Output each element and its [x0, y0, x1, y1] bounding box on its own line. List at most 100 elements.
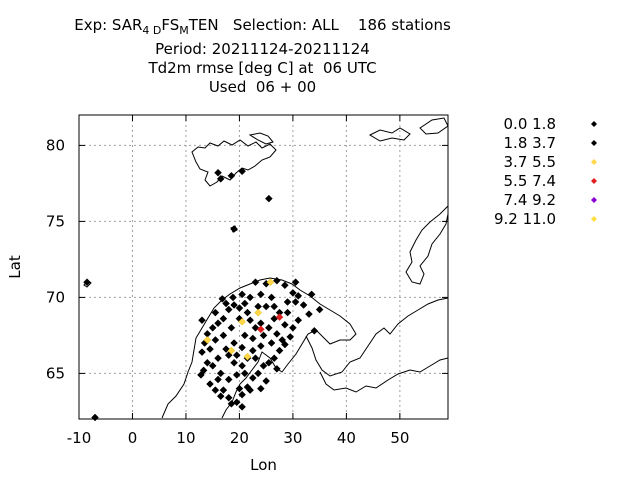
station-point	[203, 358, 212, 367]
station-point	[208, 361, 217, 370]
station-point	[214, 168, 222, 177]
station-point	[198, 316, 206, 325]
x-tick-label: 0	[128, 429, 138, 447]
station-point	[203, 336, 212, 344]
station-point	[251, 278, 260, 287]
x-tick-label: 50	[390, 429, 409, 447]
legend-marker	[591, 216, 597, 222]
station-point	[230, 225, 238, 233]
station-point	[259, 361, 268, 370]
station-point	[227, 323, 236, 332]
station-point	[254, 308, 263, 317]
legend-label: 5.5 7.4	[504, 172, 556, 190]
station-point	[291, 278, 300, 287]
station-point	[240, 369, 249, 378]
scandinavia-coast	[161, 277, 357, 419]
station-point	[243, 308, 252, 317]
x-tick-label: 30	[283, 429, 302, 447]
legend-marker	[591, 140, 597, 146]
station-point	[232, 351, 241, 360]
station-point	[238, 390, 246, 399]
station-point	[232, 371, 241, 379]
station-point	[211, 336, 220, 344]
station-point	[219, 314, 228, 323]
station-point	[211, 386, 220, 394]
station-point	[315, 305, 324, 314]
station-point	[262, 377, 271, 385]
station-point	[305, 310, 313, 318]
station-point	[243, 352, 252, 361]
station-point	[256, 290, 265, 299]
station-point	[83, 278, 91, 287]
station-point	[198, 348, 206, 356]
station-point	[238, 402, 246, 411]
station-point	[230, 339, 238, 347]
station-point	[235, 384, 244, 393]
station-point	[256, 325, 265, 334]
station-point	[273, 330, 281, 338]
station-point	[278, 336, 287, 344]
station-point	[235, 304, 244, 312]
station-point	[214, 319, 222, 328]
axis-ticks: -10 0 10 20 30 40 50 65 70 75 80	[46, 115, 448, 447]
station-point	[216, 392, 225, 401]
y-axis-label: Lat	[6, 255, 24, 279]
station-point	[248, 346, 257, 355]
station-point	[289, 288, 297, 297]
station-point	[214, 354, 222, 363]
y-tick-label: 70	[46, 288, 65, 306]
station-point	[211, 308, 220, 317]
station-point	[238, 317, 246, 326]
station-point	[264, 323, 273, 332]
y-tick-label: 80	[46, 136, 65, 154]
station-point	[294, 292, 303, 300]
station-point	[262, 302, 271, 311]
station-point	[238, 290, 246, 299]
legend: 0.0 1.81.8 3.73.7 5.55.5 7.47.4 9.29.2 1…	[494, 115, 597, 228]
station-point	[216, 174, 225, 183]
legend-label: 0.0 1.8	[504, 115, 556, 133]
station-point	[240, 299, 249, 308]
station-point	[299, 301, 308, 309]
legend-marker	[591, 197, 597, 203]
x-tick-label: 20	[230, 429, 249, 447]
station-point	[270, 302, 279, 311]
station-point	[240, 331, 249, 340]
station-point	[230, 358, 238, 367]
station-point	[227, 399, 236, 408]
station-point	[229, 293, 237, 302]
legend-label: 9.2 11.0	[494, 210, 556, 228]
station-point	[264, 194, 273, 203]
station-point	[246, 293, 254, 302]
station-point	[275, 346, 284, 355]
station-point	[222, 299, 230, 308]
station-point	[291, 298, 300, 306]
grid	[79, 115, 448, 419]
legend-marker	[591, 178, 597, 184]
station-point	[227, 171, 236, 180]
station-point	[219, 331, 228, 340]
svalbard-east-coast	[248, 132, 274, 145]
chart-header: Exp: SAR4 DFSMTEN Selection: ALL 186 sta…	[0, 16, 525, 97]
legend-label: 7.4 9.2	[504, 191, 556, 209]
plot-frame	[78, 114, 449, 420]
x-tick-label: 40	[337, 429, 356, 447]
station-point	[289, 323, 297, 332]
station-point	[227, 346, 236, 355]
used-line: Used 06 + 00	[208, 78, 317, 96]
period-line: Period: 20211124-20211124	[155, 40, 370, 58]
y-tick-label: 75	[46, 212, 65, 230]
station-point	[238, 361, 246, 370]
novaya-zemlya-coast	[405, 205, 449, 285]
station-points	[83, 167, 324, 422]
station-point	[246, 316, 254, 325]
station-point	[206, 345, 214, 353]
kola-coast	[319, 357, 449, 393]
station-point	[266, 278, 275, 287]
station-point	[230, 301, 238, 309]
station-point	[197, 371, 205, 379]
station-point	[283, 308, 292, 317]
legend-marker	[591, 159, 597, 165]
station-point	[206, 380, 214, 388]
